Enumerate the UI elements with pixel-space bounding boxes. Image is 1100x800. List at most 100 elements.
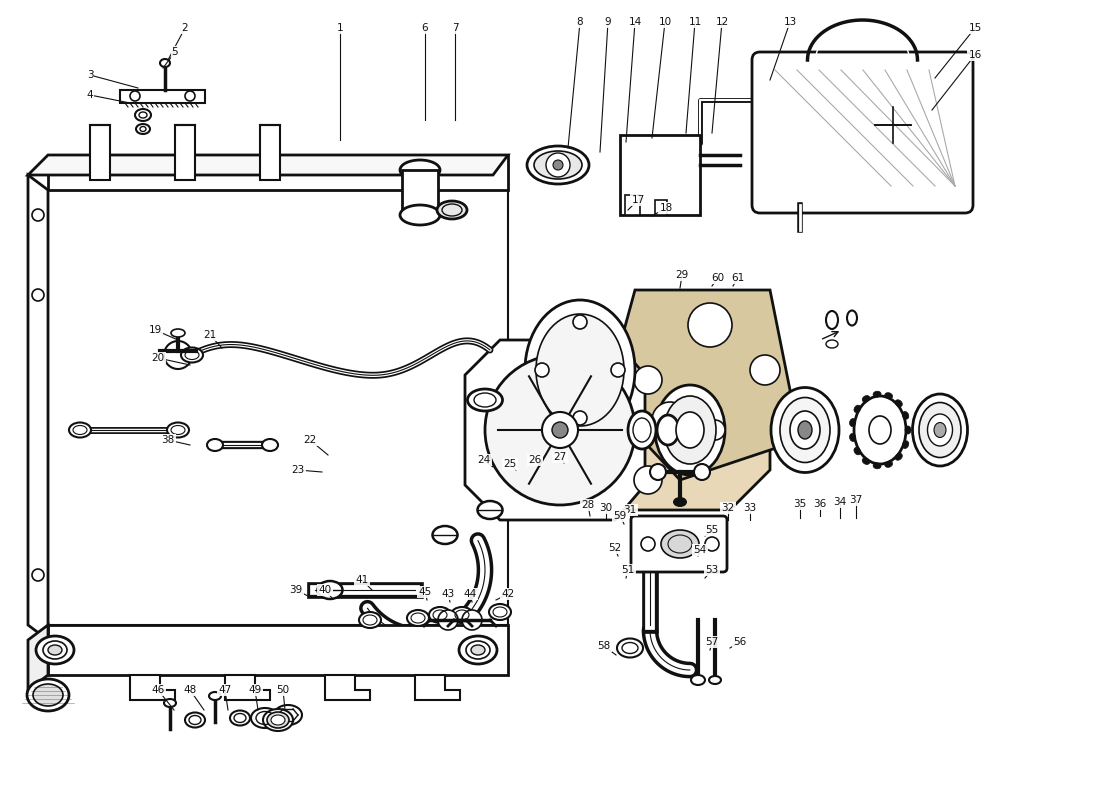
Text: 14: 14 [628,17,641,27]
Ellipse shape [913,394,968,466]
Circle shape [705,420,725,440]
Text: 42: 42 [502,589,515,599]
Circle shape [573,315,587,329]
Ellipse shape [207,439,223,451]
Text: 33: 33 [744,503,757,513]
Circle shape [688,303,732,347]
Ellipse shape [28,679,69,711]
Ellipse shape [862,458,870,465]
Polygon shape [605,350,770,510]
Ellipse shape [318,581,342,599]
Text: 10: 10 [659,17,672,27]
Bar [260,125,280,180]
Polygon shape [465,340,645,520]
Ellipse shape [468,389,503,411]
Ellipse shape [170,329,185,337]
Circle shape [546,153,570,177]
Text: 4: 4 [87,90,94,100]
Text: 18: 18 [659,203,672,213]
Text: 41: 41 [355,575,368,585]
Text: 9: 9 [605,17,612,27]
Ellipse shape [902,411,909,419]
Text: 61: 61 [732,273,745,283]
Text: 29: 29 [675,270,689,280]
Text: 50: 50 [276,685,289,695]
Ellipse shape [884,461,892,467]
Ellipse shape [136,124,150,134]
Text: 44: 44 [463,589,476,599]
Text: 48: 48 [184,685,197,695]
Ellipse shape [905,426,911,434]
Text: 34: 34 [834,497,847,507]
Ellipse shape [400,205,440,225]
Ellipse shape [230,710,250,726]
Text: 22: 22 [304,435,317,445]
Text: 49: 49 [249,685,262,695]
Ellipse shape [48,645,62,655]
Text: 19: 19 [148,325,162,335]
Circle shape [542,412,578,448]
Ellipse shape [849,434,856,442]
Circle shape [650,464,666,480]
Circle shape [573,411,587,425]
Text: eurospares: eurospares [172,309,312,331]
Text: 11: 11 [689,17,702,27]
Ellipse shape [451,607,473,623]
Text: 8: 8 [576,17,583,27]
Ellipse shape [69,422,91,438]
Circle shape [438,610,458,630]
Ellipse shape [826,311,838,329]
Ellipse shape [884,393,892,399]
Text: 38: 38 [162,435,175,445]
Ellipse shape [36,636,74,664]
Ellipse shape [664,396,716,464]
Text: 45: 45 [418,587,431,597]
Ellipse shape [673,497,688,507]
Text: 13: 13 [783,17,796,27]
Ellipse shape [873,462,881,469]
Text: 58: 58 [597,641,611,651]
Ellipse shape [459,636,497,664]
Circle shape [652,402,688,438]
Ellipse shape [274,705,302,725]
Ellipse shape [710,676,720,684]
Ellipse shape [895,400,902,406]
Ellipse shape [895,454,902,460]
Text: 2: 2 [182,23,188,33]
Text: 23: 23 [292,465,305,475]
Polygon shape [28,625,48,690]
Ellipse shape [628,411,656,449]
Text: 54: 54 [693,545,706,555]
Ellipse shape [209,692,221,700]
Polygon shape [324,675,370,700]
Bar [654,200,667,215]
Text: 12: 12 [715,17,728,27]
Polygon shape [28,155,508,175]
Polygon shape [120,90,205,103]
Text: 21: 21 [204,330,217,340]
FancyBboxPatch shape [752,52,974,213]
Ellipse shape [869,416,891,444]
Circle shape [32,209,44,221]
Circle shape [634,466,662,494]
Text: 20: 20 [152,353,165,363]
Text: 16: 16 [968,50,981,60]
Ellipse shape [471,645,485,655]
Ellipse shape [407,610,429,626]
Circle shape [130,91,140,101]
Ellipse shape [854,396,906,464]
Text: 5: 5 [172,47,178,57]
Ellipse shape [263,709,293,731]
Ellipse shape [135,109,151,121]
Ellipse shape [654,385,725,475]
Text: 47: 47 [219,685,232,695]
Text: 43: 43 [441,589,454,599]
Text: 59: 59 [614,511,627,521]
Ellipse shape [490,604,512,620]
Ellipse shape [525,300,635,440]
Ellipse shape [854,447,860,455]
Ellipse shape [477,501,503,519]
Ellipse shape [661,530,698,558]
Ellipse shape [400,160,440,180]
Circle shape [634,366,662,394]
